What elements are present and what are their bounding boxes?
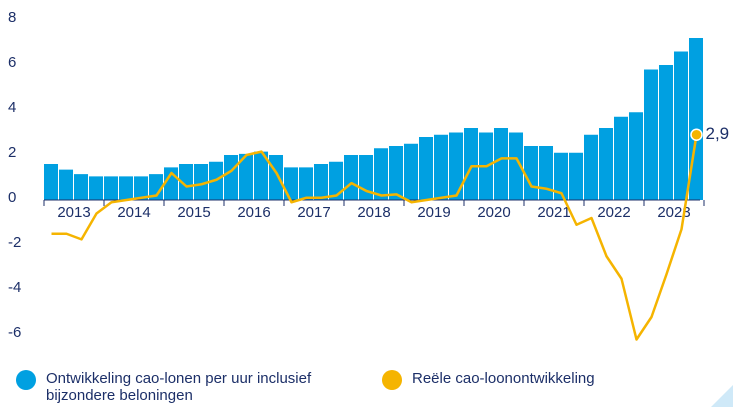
bar — [224, 155, 238, 200]
bar — [404, 143, 418, 200]
bar — [179, 164, 193, 200]
x-tick-label: 2021 — [537, 204, 570, 221]
legend-label: Reële cao-loonontwikkeling — [412, 370, 595, 387]
bar — [389, 146, 403, 200]
bar — [89, 176, 103, 200]
bar — [674, 51, 688, 200]
x-tick-label: 2015 — [177, 204, 210, 221]
bar — [569, 152, 583, 200]
bar — [374, 148, 388, 200]
y-tick-label: -2 — [8, 234, 21, 251]
x-tick-label: 2014 — [117, 204, 150, 221]
bar — [269, 155, 283, 200]
legend-label: Ontwikkeling cao-lonen per uur inclusief… — [46, 370, 312, 404]
bar — [494, 128, 508, 200]
bar — [299, 167, 313, 200]
bar — [254, 151, 268, 200]
value-label: 2,9 — [706, 124, 730, 143]
x-tick-label: 2016 — [237, 204, 270, 221]
bar — [239, 153, 253, 200]
x-tick-label: 2013 — [57, 204, 90, 221]
bar — [104, 176, 118, 200]
bar — [614, 116, 628, 200]
y-tick-label: 4 — [8, 99, 16, 116]
legend-swatch — [382, 370, 402, 390]
bar — [329, 161, 343, 200]
bar — [539, 146, 553, 200]
bar — [344, 155, 358, 200]
y-tick-label: 8 — [8, 9, 16, 26]
bar — [194, 164, 208, 200]
x-tick-label: 2017 — [297, 204, 330, 221]
y-tick-label: 6 — [8, 54, 16, 71]
bar — [314, 164, 328, 200]
y-tick-label: -4 — [8, 279, 21, 296]
x-tick-label: 2020 — [477, 204, 510, 221]
bar — [419, 137, 433, 200]
bar — [524, 146, 538, 200]
x-tick-label: 2019 — [417, 204, 450, 221]
bar — [149, 174, 163, 200]
legend-item: Ontwikkeling cao-lonen per uur inclusief… — [16, 370, 366, 404]
bar — [584, 134, 598, 200]
bar — [464, 128, 478, 200]
y-tick-label: 0 — [8, 189, 16, 206]
bar — [74, 174, 88, 200]
bar — [659, 65, 673, 200]
y-tick-label: 2 — [8, 144, 16, 161]
x-tick-label: 2022 — [597, 204, 630, 221]
end-point — [690, 128, 703, 141]
bar — [449, 132, 463, 200]
bar — [119, 176, 133, 200]
line — [51, 134, 698, 341]
corner-decoration — [711, 385, 733, 407]
bar — [509, 132, 523, 200]
bar — [134, 176, 148, 200]
bar — [644, 69, 658, 200]
legend-item: Reële cao-loonontwikkeling — [382, 370, 672, 390]
bar — [599, 128, 613, 200]
bar — [59, 169, 73, 200]
x-tick-label: 2018 — [357, 204, 390, 221]
y-tick-label: -6 — [8, 324, 21, 341]
bar — [434, 134, 448, 200]
legend-swatch — [16, 370, 36, 390]
bar — [554, 152, 568, 200]
bar — [629, 112, 643, 200]
bar — [284, 167, 298, 200]
bar — [44, 164, 58, 200]
